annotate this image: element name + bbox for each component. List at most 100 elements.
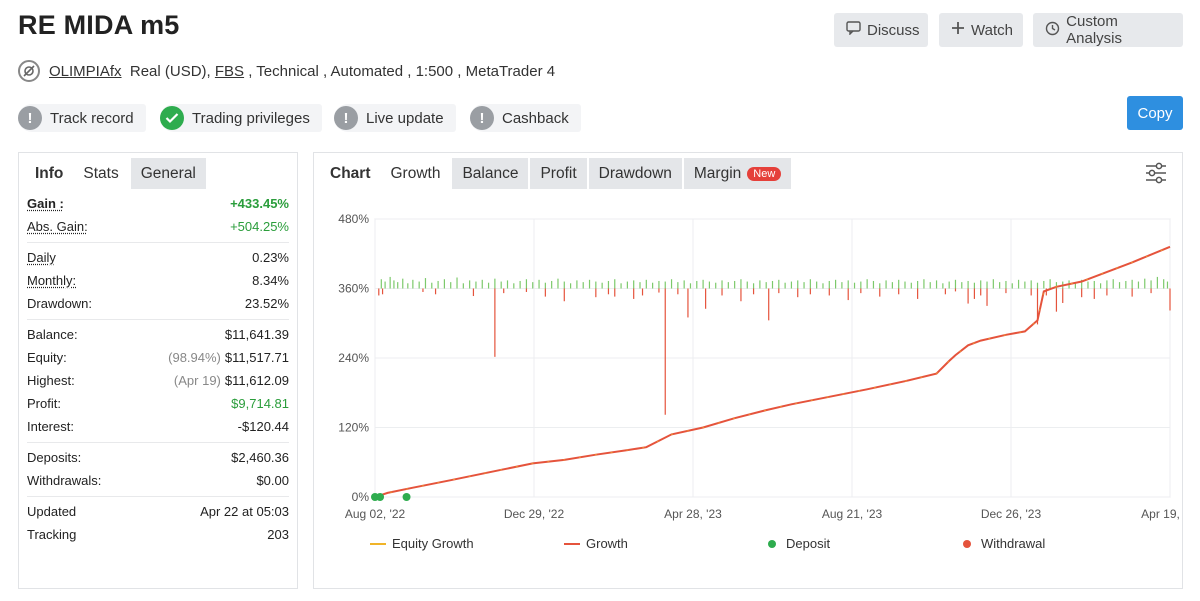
legend-label: Equity Growth — [392, 536, 474, 551]
x-tick-label: Aug 21, '23 — [822, 507, 883, 521]
legend-withdrawal: Withdrawal — [963, 536, 1045, 551]
track-record-label: Track record — [50, 109, 134, 127]
legend-swatch — [963, 540, 971, 548]
legend-label: Withdrawal — [981, 536, 1045, 551]
tab-info[interactable]: Info — [35, 164, 64, 182]
copy-button[interactable]: Copy — [1127, 96, 1183, 130]
watch-button[interactable]: Watch — [939, 13, 1023, 47]
tab-profit[interactable]: Profit — [530, 158, 587, 189]
cashback-label: Cashback — [502, 109, 569, 127]
tracking-row: Tracking 203 — [27, 523, 289, 546]
x-tick-label: Apr 28, '23 — [664, 507, 722, 521]
settings-sliders-icon[interactable] — [1144, 162, 1168, 184]
owner-link[interactable]: OLIMPIAfx — [49, 62, 122, 80]
interest-value: -$120.44 — [237, 419, 289, 434]
daily-value: 0.23% — [252, 250, 289, 265]
profit-value: $9,714.81 — [231, 396, 289, 411]
profit-label: Profit: — [27, 396, 61, 411]
highest-value: (Apr 19) $11,612.09 — [174, 373, 289, 388]
equity-percent: (98.94%) — [168, 350, 221, 365]
daily-label[interactable]: Daily — [27, 250, 56, 265]
chart-tabs: Chart Growth Balance Profit Drawdown Mar… — [314, 153, 1182, 189]
x-tick-label: Dec 29, '22 — [504, 507, 565, 521]
balance-group: Balance: $11,641.39 Equity: (98.94%) $11,… — [27, 320, 289, 443]
highest-row: Highest: (Apr 19) $11,612.09 — [27, 369, 289, 392]
update-group: Updated Apr 22 at 05:03 Tracking 203 — [27, 497, 289, 550]
exclamation-icon: ! — [18, 106, 42, 130]
deposit-marker — [402, 493, 411, 501]
highest-label: Highest: — [27, 373, 75, 388]
deposits-value: $2,460.36 — [231, 450, 289, 465]
custom-analysis-button[interactable]: Custom Analysis — [1033, 13, 1183, 47]
tab-drawdown[interactable]: Drawdown — [588, 158, 682, 189]
comment-icon — [846, 21, 861, 39]
exclamation-icon: ! — [470, 106, 494, 130]
stats-tabs: Info Stats General — [19, 153, 297, 189]
discuss-label: Discuss — [867, 21, 920, 39]
tracking-label: Tracking — [27, 527, 77, 542]
updated-row: Updated Apr 22 at 05:03 — [27, 500, 289, 523]
track-record-badge[interactable]: ! Track record — [18, 104, 146, 132]
gain-value: +433.45% — [230, 196, 289, 211]
interest-row: Interest: -$120.44 — [27, 415, 289, 438]
drawdown-row: Drawdown: 23.52% — [27, 292, 289, 315]
live-update-badge[interactable]: ! Live update — [334, 104, 456, 132]
balance-value: $11,641.39 — [224, 327, 289, 342]
equity-label: Equity: — [27, 350, 67, 365]
deposit-marker — [376, 493, 385, 501]
new-badge: New — [747, 166, 782, 181]
legend-growth: Growth — [564, 536, 628, 551]
abs-gain-label[interactable]: Abs. Gain: — [27, 219, 88, 234]
highest-amount: $11,612.09 — [224, 373, 289, 388]
gain-group: Gain : +433.45% Abs. Gain: +504.25% — [27, 189, 289, 243]
x-tick-label: Dec 26, '23 — [981, 507, 1042, 521]
broker-link[interactable]: FBS — [214, 62, 245, 80]
x-tick-label: Apr 19, '24 — [1141, 507, 1182, 521]
profit-row: Profit: $9,714.81 — [27, 392, 289, 415]
cashback-badge[interactable]: ! Cashback — [470, 104, 581, 132]
gain-row: Gain : +433.45% — [27, 192, 289, 215]
abs-gain-value: +504.25% — [230, 219, 289, 234]
equity-row: Equity: (98.94%) $11,517.71 — [27, 346, 289, 369]
watch-label: Watch — [971, 21, 1013, 39]
legend-swatch — [768, 540, 776, 548]
tab-stats[interactable]: Stats — [73, 158, 129, 189]
live-update-label: Live update — [366, 109, 444, 127]
clock-icon — [1045, 21, 1060, 40]
gain-label[interactable]: Gain : — [27, 196, 64, 211]
tab-growth[interactable]: Growth — [380, 158, 451, 189]
monthly-label[interactable]: Monthly: — [27, 273, 77, 288]
account-type: Real (USD), — [129, 62, 215, 80]
trading-privileges-label: Trading privileges — [192, 109, 310, 127]
growth-chart[interactable]: 0% 120% 240% 360% 480% Aug 02, '22 Dec 29, '22… — [314, 193, 1182, 588]
rate-group: Daily 0.23% Monthly: 8.34% Drawdown: 23.… — [27, 243, 289, 320]
tab-chart[interactable]: Chart — [330, 164, 371, 182]
interest-label: Interest: — [27, 419, 74, 434]
highest-date: (Apr 19) — [173, 373, 221, 388]
tab-margin[interactable]: Margin New — [683, 158, 792, 189]
abs-gain-row: Abs. Gain: +504.25% — [27, 215, 289, 238]
equity-amount: $11,517.71 — [224, 350, 289, 365]
tab-balance[interactable]: Balance — [452, 158, 529, 189]
withdrawals-row: Withdrawals: $0.00 — [27, 469, 289, 492]
updated-value: Apr 22 at 05:03 — [200, 504, 289, 519]
margin-label: Margin — [693, 164, 742, 182]
page-title: RE MIDA m5 — [18, 10, 180, 40]
legend-label: Growth — [586, 536, 628, 551]
y-tick-label: 240% — [338, 351, 369, 365]
monthly-value: 8.34% — [252, 273, 289, 288]
legend-deposit: Deposit — [768, 536, 830, 551]
discuss-button[interactable]: Discuss — [834, 13, 928, 47]
stats-panel: Info Stats General Gain : +433.45% Abs. … — [18, 152, 298, 589]
withdrawals-value: $0.00 — [256, 473, 289, 488]
plus-icon — [951, 21, 965, 39]
y-tick-label: 0% — [352, 490, 370, 504]
deposits-row: Deposits: $2,460.36 — [27, 446, 289, 469]
legend-equity-growth: Equity Growth — [370, 536, 474, 551]
trading-privileges-badge[interactable]: Trading privileges — [160, 104, 322, 132]
drawdown-label: Drawdown: — [27, 296, 93, 311]
system-attributes: , Technical , Automated , 1:500 , MetaTr… — [244, 62, 556, 80]
balance-row: Balance: $11,641.39 — [27, 323, 289, 346]
y-tick-label: 360% — [338, 282, 369, 296]
tab-general[interactable]: General — [130, 158, 206, 189]
